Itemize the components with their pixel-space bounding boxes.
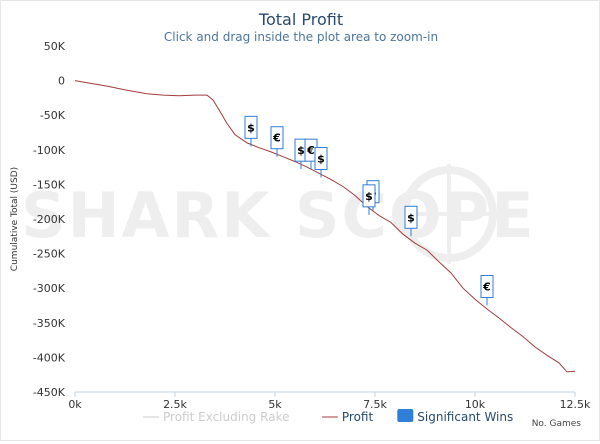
win-flag-box [314, 146, 328, 170]
y-tick-label: 50K [44, 40, 66, 53]
legend-item: Profit [321, 410, 374, 424]
x-axis: 0k 2.5k 5k 7.5k 10k 12.5k [68, 392, 591, 411]
win-flag-box [270, 126, 284, 150]
legend-label: Profit [342, 410, 374, 424]
win-flag: € [270, 126, 284, 157]
y-tick-label: -450K [33, 386, 66, 399]
x-tick-label: 12.5k [560, 398, 591, 411]
legend-label: Profit Excluding Rake [163, 410, 289, 424]
significant-wins-flags: $€$€$$$$€ [244, 115, 494, 306]
win-flag-symbol: € [306, 144, 315, 157]
win-flag-symbol: $ [317, 152, 325, 165]
win-flag-symbol: $ [365, 190, 373, 203]
win-flag: € [480, 275, 494, 306]
win-flag: $ [294, 138, 308, 170]
legend-item: Profit Excluding Rake [143, 410, 289, 424]
x-axis-note: No. Games [532, 419, 582, 429]
legend-item: Significant Wins [397, 409, 513, 424]
win-flag: $ [244, 115, 258, 147]
win-flag-box [244, 115, 258, 139]
legend-box-marker [397, 409, 414, 422]
win-flag-symbol: $ [297, 144, 305, 157]
x-tick-label: 2.5k [163, 398, 187, 411]
win-flag-box [480, 275, 494, 298]
win-flag: $ [362, 184, 376, 215]
y-axis-label: Cumulative Total (USD) [10, 167, 20, 271]
y-tick-label: -250K [33, 248, 66, 261]
series-line-profit [74, 80, 576, 373]
win-flag-symbol: $ [247, 121, 255, 134]
y-tick-label: -150K [33, 178, 66, 191]
win-flag-symbol: € [272, 132, 281, 145]
win-flag-symbol: $ [407, 211, 415, 224]
win-flag-box [404, 205, 418, 229]
legend: Profit Excluding Rake Profit Significant W… [143, 409, 513, 424]
x-tick-label: 7.5k [363, 398, 387, 411]
y-tick-label: -300K [33, 282, 66, 295]
y-tick-label: -350K [33, 317, 66, 330]
win-flag: $ [404, 205, 418, 237]
x-tick-label: 10k [465, 398, 486, 411]
y-axis: 50K 0 -50K -100K -150K -200K -250K -300K -350K -4… [33, 40, 66, 399]
win-flag-symbol: € [482, 281, 491, 294]
plot-area[interactable] [74, 80, 576, 373]
chart-title: Total Profit [258, 10, 343, 29]
x-tick-label: 0k [68, 398, 82, 411]
y-tick-label: -100K [33, 144, 66, 157]
chart-subtitle: Click and drag inside the plot area to z… [164, 30, 438, 44]
win-flag: $ [314, 146, 328, 178]
y-tick-label: -200K [33, 213, 66, 226]
legend-label: Significant Wins [417, 410, 513, 424]
win-flag-box [362, 184, 376, 208]
x-tick-label: 5k [268, 398, 282, 411]
y-tick-label: -400K [33, 351, 66, 364]
y-tick-label: 0 [58, 75, 65, 88]
y-tick-label: -50K [40, 109, 66, 122]
